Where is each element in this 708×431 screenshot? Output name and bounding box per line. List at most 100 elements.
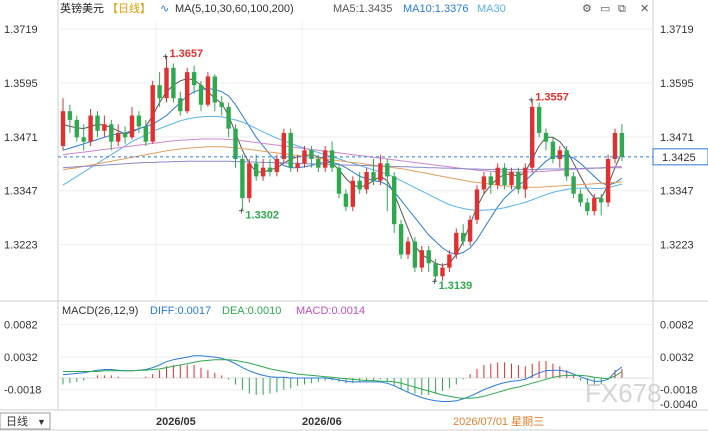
candle-body [67, 111, 73, 120]
candle [509, 167, 514, 190]
period-label-box[interactable] [0, 412, 51, 430]
candle-body [398, 224, 404, 255]
macd-diff-line [62, 355, 623, 402]
candle [226, 102, 231, 138]
candle [329, 141, 335, 173]
candle-body [585, 202, 590, 212]
candle [343, 189, 349, 212]
macd-tick-left: -0.0018 [4, 385, 41, 397]
candle-body [274, 159, 280, 173]
candle-body [343, 193, 349, 207]
current-price-label: 1.3425 [662, 152, 696, 164]
candle [433, 258, 438, 282]
macd-dea-line [63, 359, 623, 399]
candle [454, 228, 459, 259]
window-icon[interactable]: ▭ [600, 3, 611, 15]
caret-icon[interactable]: ▼ [37, 417, 46, 427]
annotation-label-low: 1.3139 [439, 280, 473, 292]
candle [419, 245, 424, 272]
period-label[interactable]: 日线 [6, 414, 28, 428]
candle-body [267, 167, 273, 173]
candle-body [502, 167, 507, 186]
candle-body [233, 128, 238, 159]
ma-line-ma30 [62, 115, 623, 211]
candle-body [550, 141, 556, 159]
candle [323, 145, 328, 173]
candle-body [88, 115, 93, 142]
candle [481, 172, 487, 194]
restore-icon[interactable]: ⧉ [618, 3, 626, 15]
candle [191, 65, 197, 94]
candle-body [205, 76, 211, 105]
candle [578, 189, 583, 207]
candle [116, 124, 121, 146]
y-tick-left: 1.3347 [4, 186, 38, 198]
macd-tick-right: 0.0032 [660, 352, 694, 364]
candle-body [378, 163, 383, 181]
candle [247, 159, 252, 203]
y-tick-left: 1.3471 [4, 132, 38, 144]
ma10-label: MA10:1.3376 [403, 3, 469, 15]
date-label-jun: 2026/06 [302, 416, 342, 428]
candle-body [219, 102, 224, 107]
candle [164, 56, 169, 103]
macd-tick-left: 0.0082 [4, 320, 38, 332]
ma-line-ma10 [62, 88, 623, 256]
candle [129, 106, 135, 140]
candle [585, 198, 590, 216]
candle-body [440, 267, 445, 277]
annotation-label-high: 1.3557 [535, 91, 569, 103]
ma-line-ma5 [62, 78, 623, 266]
macd-tick-right: 0.0082 [660, 320, 694, 332]
candle-body [171, 67, 176, 99]
candle-body [523, 167, 528, 190]
settings-icon[interactable]: ⚙ [582, 3, 592, 15]
candle [461, 224, 466, 246]
candle-body [599, 198, 604, 203]
candle-body [530, 106, 535, 168]
candle [536, 102, 542, 138]
annotation-marker: + [432, 277, 438, 288]
candle [233, 124, 238, 168]
candle-body [433, 263, 438, 277]
close-icon[interactable]: ✕ [640, 3, 650, 15]
candle-body [357, 180, 362, 190]
cursor-date-label: 2026/07/01 星期三 [453, 415, 544, 428]
candle-body [509, 172, 514, 186]
candle-body [109, 124, 114, 142]
annotation-label-high: 1.3657 [170, 48, 204, 60]
ma-settings-label: MA(5,10,30,60,100,200) [175, 3, 294, 15]
candle-body [323, 150, 328, 168]
chart-type-icon[interactable]: ∿ [160, 3, 170, 15]
candle [605, 154, 611, 207]
candle [260, 159, 266, 181]
candle-body [281, 132, 286, 159]
ma30-label: MA30 [477, 3, 506, 15]
candle [136, 111, 142, 133]
candle-body [288, 132, 293, 168]
macd-tick-right: -0.0018 [660, 385, 697, 397]
candle-body [329, 150, 335, 168]
candle-body [157, 85, 162, 99]
candle [350, 176, 355, 212]
candle [412, 237, 418, 272]
y-tick-right: 1.3719 [660, 24, 694, 36]
period-tag[interactable]: 【日线】 [107, 3, 151, 15]
candle [523, 163, 528, 199]
candle [516, 167, 521, 194]
candle [185, 67, 190, 114]
annotation-label-low: 1.3302 [245, 209, 279, 221]
candle-body [392, 176, 397, 225]
candle [281, 128, 286, 164]
candle-body [185, 72, 190, 112]
candle [336, 163, 342, 199]
candle [150, 80, 155, 144]
candle-body [385, 163, 390, 177]
candle-body [454, 232, 459, 255]
candle [357, 172, 362, 194]
y-tick-right: 1.3347 [660, 186, 694, 198]
ma-line-ma100 [62, 138, 622, 173]
macd-dea-label: DEA:0.0010 [222, 305, 281, 317]
candle [205, 72, 211, 107]
candle [474, 185, 480, 225]
